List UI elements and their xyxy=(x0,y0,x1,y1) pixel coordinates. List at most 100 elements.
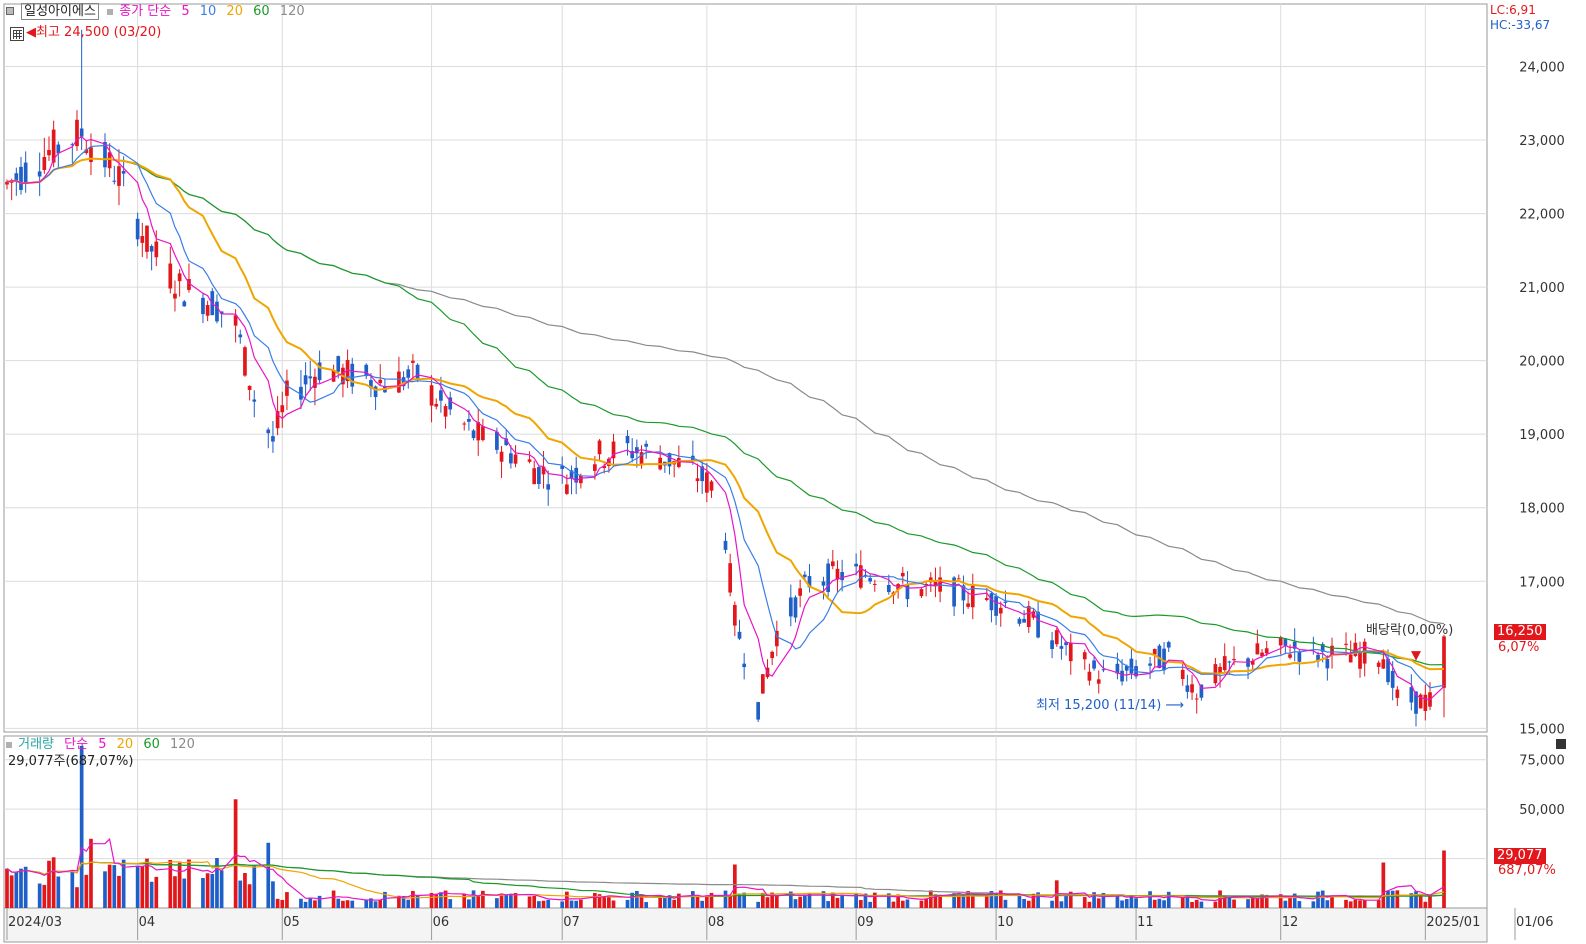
stock-name-label[interactable]: 일성아이에스 xyxy=(21,3,99,20)
candle-body xyxy=(728,563,733,593)
volume-bar xyxy=(1092,892,1096,908)
volume-bar xyxy=(37,883,42,908)
candle-body xyxy=(499,451,504,462)
candle-body xyxy=(1157,645,1162,669)
candle-body xyxy=(574,467,579,483)
candle-body xyxy=(462,423,467,425)
volume-bar xyxy=(774,895,779,908)
dividend-marker-icon xyxy=(1411,651,1422,661)
volume-bar xyxy=(75,887,79,908)
candle-body xyxy=(439,390,443,401)
dividend-label: 배당락(0,00%) xyxy=(1366,623,1454,638)
candle-body xyxy=(1381,659,1386,669)
volume-bar xyxy=(807,892,812,908)
volume-bar xyxy=(1222,895,1227,908)
volume-bar xyxy=(1232,899,1236,908)
candle-body xyxy=(219,311,224,314)
candle-body xyxy=(177,273,182,282)
volume-bar xyxy=(1428,896,1432,908)
volume-bar xyxy=(1297,901,1302,908)
volume-bar xyxy=(1166,891,1171,908)
candle-body xyxy=(79,128,84,137)
volume-bar xyxy=(84,874,89,908)
x-tick-label: 05 xyxy=(283,915,300,930)
candle-body xyxy=(37,171,42,177)
candle-body xyxy=(760,674,765,694)
candle-body xyxy=(201,297,205,315)
panel-menu-icon[interactable] xyxy=(6,742,12,748)
volume-bar xyxy=(1185,897,1190,908)
volume-tick-label: 75,000 xyxy=(1519,754,1565,769)
volume-bar xyxy=(737,893,742,908)
volume-bar xyxy=(970,895,975,908)
candle-body xyxy=(1353,642,1358,656)
candle-body xyxy=(1180,669,1185,680)
candle-body xyxy=(1162,648,1166,671)
price-ma-120: 120 xyxy=(279,4,305,19)
volume-bar xyxy=(532,895,537,908)
volume-bar xyxy=(1227,897,1232,908)
volume-bar xyxy=(285,892,289,908)
volume-bar xyxy=(378,899,383,908)
volume-bar xyxy=(891,901,896,908)
candle-body xyxy=(961,585,966,601)
volume-bar xyxy=(597,894,602,908)
volume-bar xyxy=(1395,890,1400,908)
volume-bar xyxy=(5,868,9,908)
volume-bar xyxy=(219,870,224,908)
volume-bar xyxy=(1292,893,1297,908)
candle-body xyxy=(378,379,383,384)
price-ma-5: 5 xyxy=(181,4,190,19)
candle-body xyxy=(854,563,858,567)
candle-body xyxy=(1124,665,1129,671)
candle-body xyxy=(537,467,541,485)
candle-body xyxy=(886,585,891,593)
candle-body xyxy=(1297,651,1302,662)
candle-body xyxy=(635,447,639,454)
volume-bar xyxy=(798,896,802,908)
candle-body xyxy=(369,380,373,389)
candle-body xyxy=(168,263,173,289)
volume-bar xyxy=(383,891,387,908)
volume-bar xyxy=(690,891,695,908)
candle-body xyxy=(1064,642,1068,646)
volume-bar xyxy=(994,893,998,908)
x-axis-strip xyxy=(3,907,1488,943)
panel-collapse-icon[interactable] xyxy=(1556,739,1566,749)
volume-bar xyxy=(639,894,644,908)
table-toggle-icon[interactable] xyxy=(10,27,24,41)
candle-body xyxy=(527,459,532,462)
volume-bar xyxy=(579,899,583,908)
volume-bar xyxy=(373,901,378,908)
volume-bar xyxy=(1157,898,1162,908)
candle-body xyxy=(1166,642,1171,648)
volume-bar xyxy=(275,898,280,908)
volume-bar xyxy=(112,865,117,908)
candle-body xyxy=(1264,648,1269,654)
candle-body xyxy=(280,405,285,413)
low-price-label: 최저 15,200 (11/14) ⟶ xyxy=(1036,698,1185,713)
right-arrow-icon: ⟶ xyxy=(1165,698,1185,713)
x-tick-label: 04 xyxy=(139,915,156,930)
volume-bar xyxy=(896,894,900,908)
volume-bar xyxy=(1278,894,1283,908)
price-tick-label: 20,000 xyxy=(1519,355,1565,370)
volume-bar xyxy=(79,745,84,908)
panel-menu-icon[interactable] xyxy=(6,7,14,15)
volume-bar xyxy=(364,899,369,908)
volume-bar xyxy=(1362,899,1367,908)
volume-bar xyxy=(872,892,877,908)
candle-body xyxy=(336,356,341,372)
candle-body xyxy=(401,377,406,387)
volume-bar xyxy=(1325,900,1330,908)
volume-bar xyxy=(1031,893,1036,908)
volume-bar xyxy=(788,891,793,908)
volume-bar xyxy=(961,895,966,908)
candle-body xyxy=(1031,611,1036,618)
candle-body xyxy=(1260,652,1264,657)
price-tick-label: 15,000 xyxy=(1519,722,1565,737)
volume-bar xyxy=(700,900,705,908)
candle-body xyxy=(285,380,289,396)
volume-bar xyxy=(233,799,238,908)
